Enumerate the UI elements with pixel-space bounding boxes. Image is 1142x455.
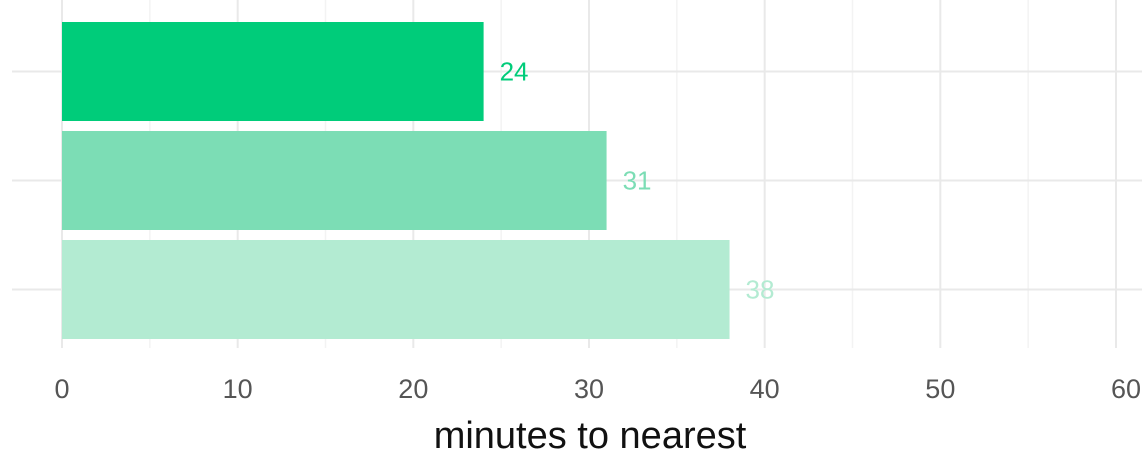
bar xyxy=(62,240,730,339)
x-tick-label: 30 xyxy=(574,374,604,404)
x-tick-label: 0 xyxy=(54,374,69,404)
x-axis-title: minutes to nearest xyxy=(434,415,747,455)
x-tick-label: 10 xyxy=(223,374,253,404)
bar xyxy=(62,131,607,230)
x-tick-label: 20 xyxy=(398,374,428,404)
x-tick-label: 50 xyxy=(925,374,955,404)
x-axis-tick-labels: 0 10 20 30 40 50 60 xyxy=(54,374,1141,404)
x-tick-label: 40 xyxy=(750,374,780,404)
bar xyxy=(62,22,484,121)
bars xyxy=(62,22,730,339)
bar-data-label: 24 xyxy=(500,57,529,87)
bar-data-labels: 24 31 38 xyxy=(500,57,775,305)
bar-data-label: 31 xyxy=(623,166,652,196)
bar-data-label: 38 xyxy=(746,275,775,305)
x-tick-label: 60 xyxy=(1111,374,1141,404)
